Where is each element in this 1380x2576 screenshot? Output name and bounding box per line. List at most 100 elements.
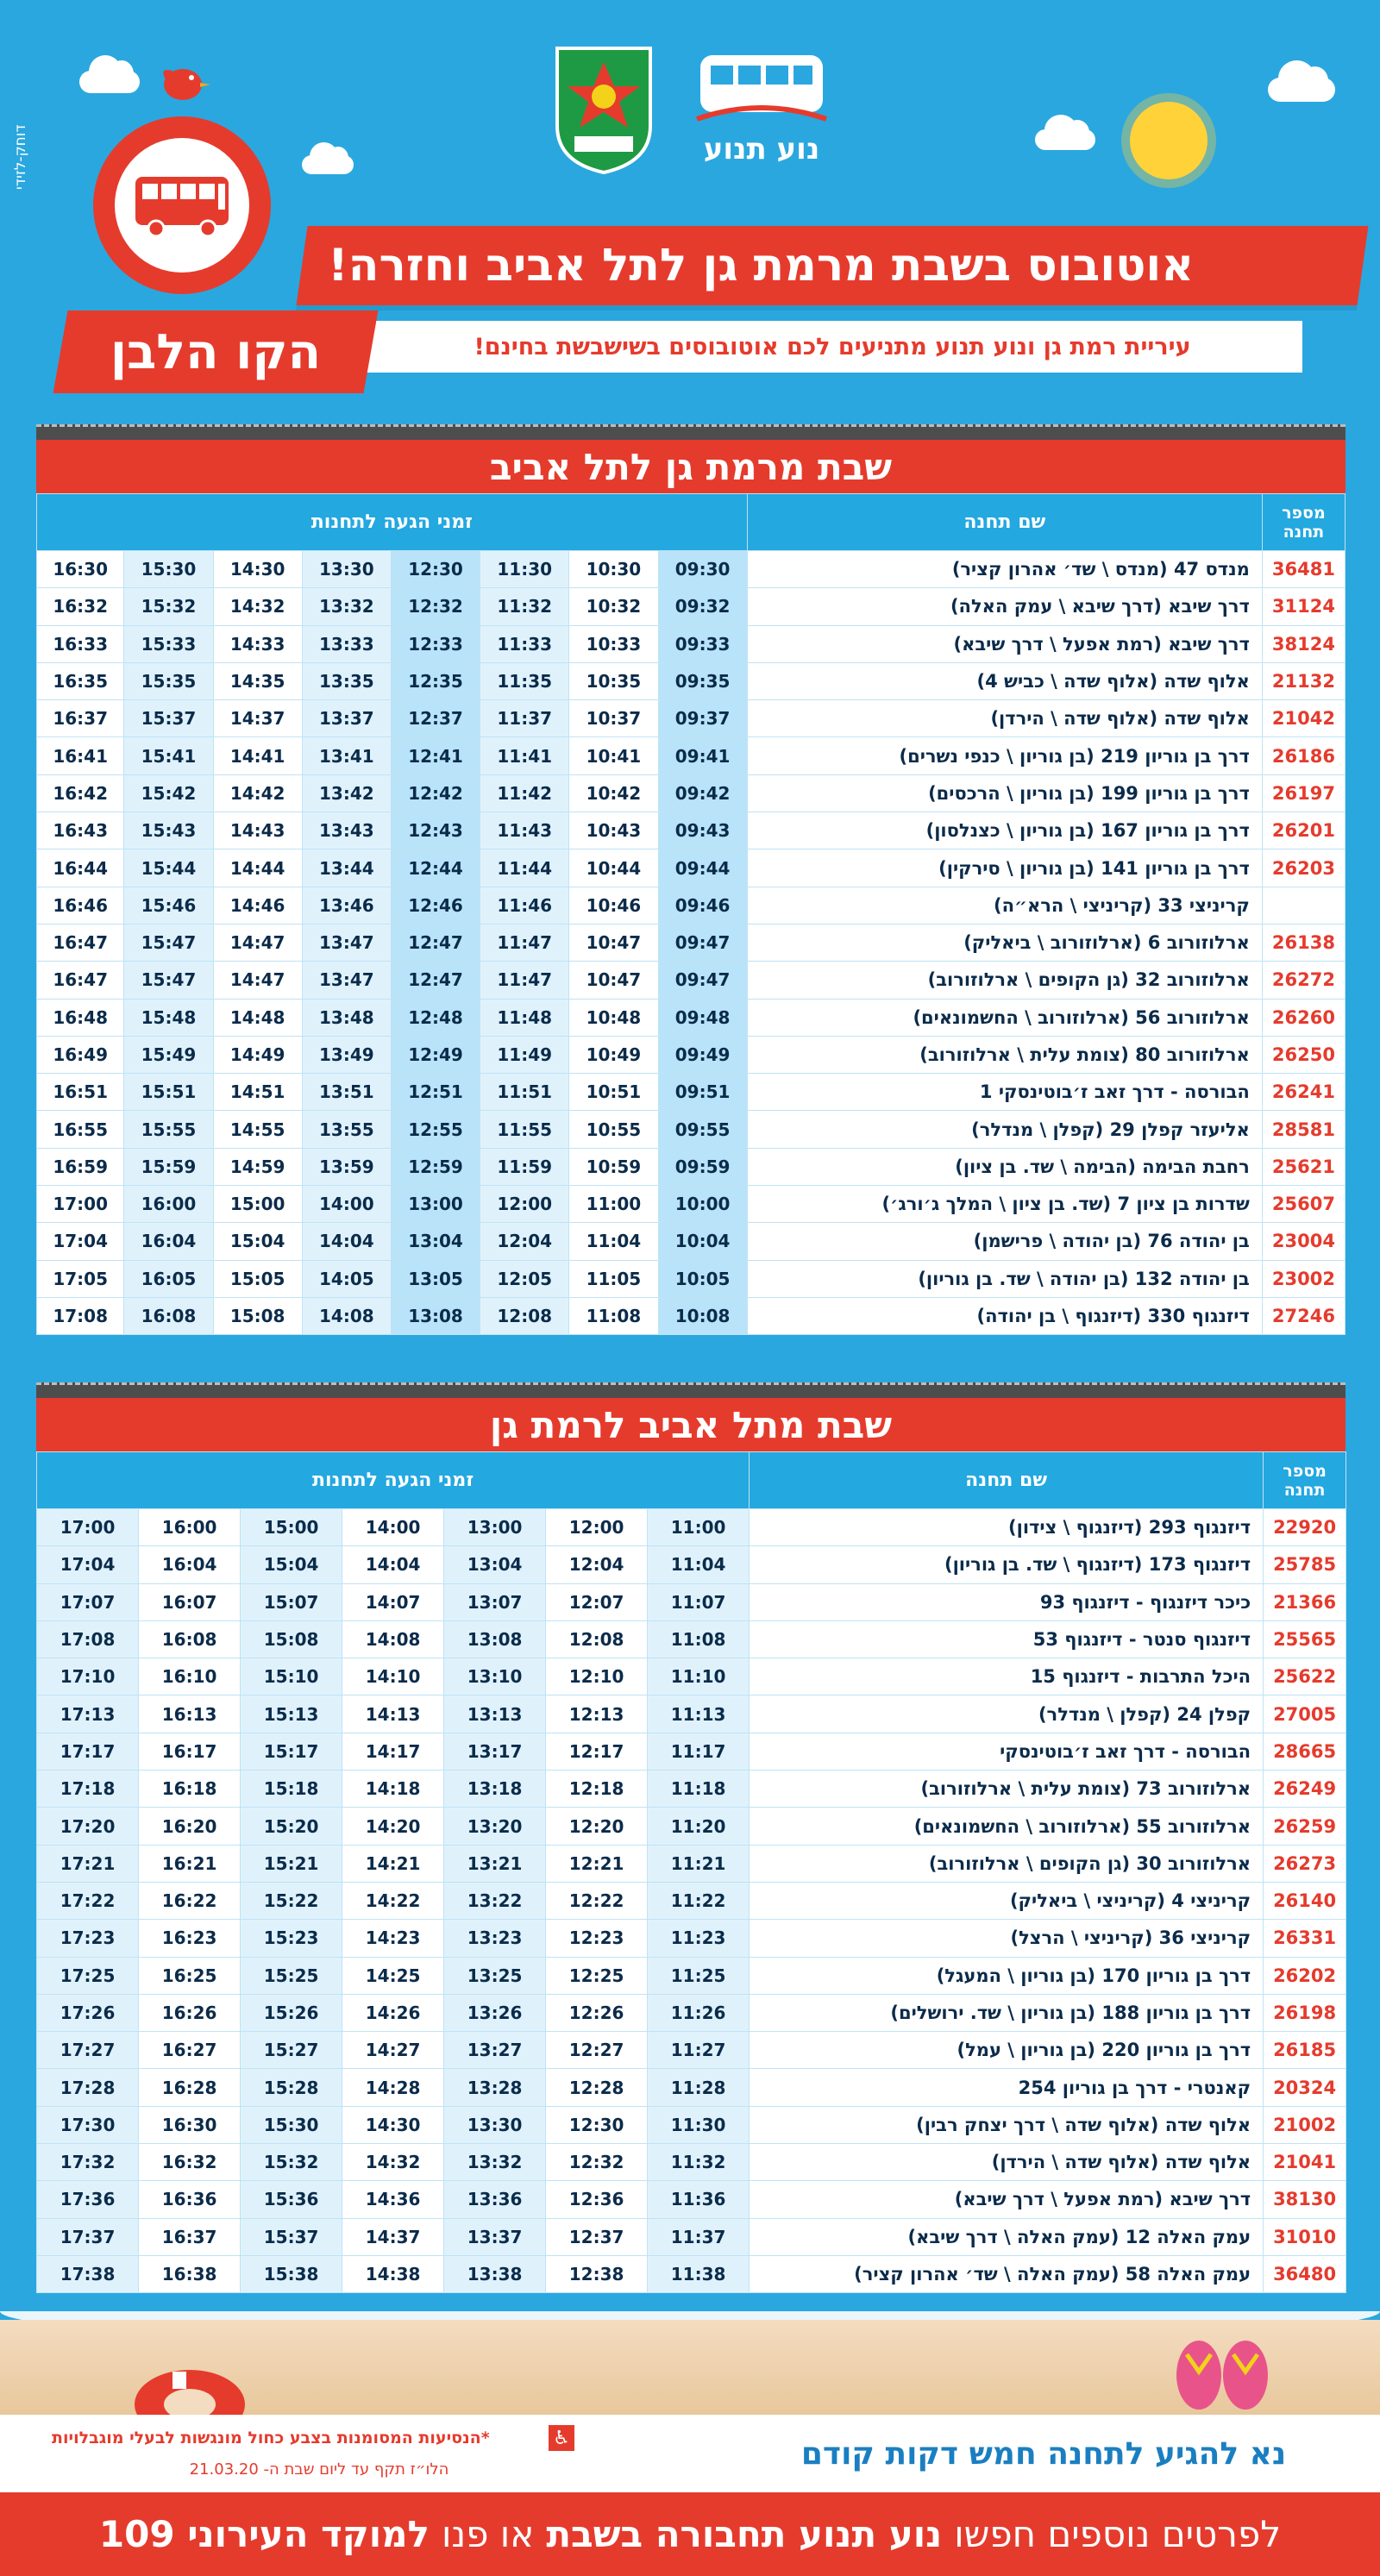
table-row: 26259 ארלוזורוב 55 (ארלוזורוב \ החשמונאים… <box>35 1807 1347 1846</box>
table-row: 27005 קפלן 24 (קפלן \ מנדלר) 11:13 12:13 13:… <box>35 1695 1347 1733</box>
station-number: 26198 <box>1263 1993 1347 2033</box>
arrival-time: 11:27 <box>647 2031 750 2070</box>
arrival-time: 14:05 <box>301 1259 392 1298</box>
arrival-time: 11:32 <box>647 2143 750 2182</box>
station-name: דרך שיבא (דרך שיבא \ עמק האלה) <box>746 587 1263 626</box>
table-row: 26273 ארלוזורוב 30 (גן הקופים \ ארלוזורוב… <box>35 1844 1347 1883</box>
arrival-time: 15:08 <box>212 1296 303 1336</box>
arrival-time: 14:51 <box>212 1073 303 1112</box>
arrival-time: 14:32 <box>342 2143 445 2182</box>
station-number: 23004 <box>1261 1222 1346 1261</box>
arrival-time: 16:04 <box>138 1545 242 1584</box>
column-header-times: זמני הגעה לתחנות <box>36 493 748 551</box>
arrival-time: 17:08 <box>35 1296 125 1336</box>
arrival-time: 17:08 <box>35 1620 140 1659</box>
arrival-time: 16:44 <box>35 849 125 887</box>
station-name: דרך בן גוריון 220 (בן גוריון \ עמל) <box>749 2031 1264 2070</box>
arrival-time: 09:33 <box>657 624 748 663</box>
arrival-time: 16:37 <box>138 2217 242 2256</box>
table-row: 36480 עמק האלה 58 (עמק האלה \ שד׳ אהרון ק… <box>35 2254 1347 2294</box>
arrival-time: 17:23 <box>35 1919 140 1958</box>
page-subtitle: עיריית רמת גן ונוע תנוע מתניעים לכם אוטו… <box>362 321 1302 373</box>
station-number: 20324 <box>1263 2068 1347 2107</box>
arrival-time: 11:47 <box>480 961 570 1000</box>
station-number: 26203 <box>1261 849 1346 887</box>
table-row: 26140 קריניצי 4 (קריניצי \ ביאליק) 11:22 12… <box>35 1881 1347 1921</box>
arrival-time: 16:38 <box>138 2254 242 2294</box>
arrival-time: 11:00 <box>647 1507 750 1547</box>
contact-bar: לפרטים נוספים חפשו נוע תנוע תחבורה בשבת … <box>0 2492 1380 2576</box>
arrival-time: 13:44 <box>301 849 392 887</box>
station-number: 26186 <box>1261 736 1346 775</box>
arrival-time: 14:35 <box>212 661 303 701</box>
arrival-time: 10:46 <box>568 886 659 924</box>
arrival-time: 10:30 <box>568 549 659 589</box>
arrival-time: 11:26 <box>647 1993 750 2033</box>
station-name: אלוף שדה (אלוף שדה \ הירדן) <box>746 699 1263 738</box>
table-row: 36481 מנדס 47 (מנדס \ שד׳ אהרון קציר) 09:3… <box>35 549 1346 589</box>
arrival-time: 11:21 <box>647 1844 750 1883</box>
station-number: 25621 <box>1261 1147 1346 1187</box>
station-name: ארלוזורוב 55 (ארלוזורוב \ החשמונאים) <box>749 1807 1264 1846</box>
arrival-time: 09:35 <box>657 661 748 701</box>
schedule-section-rg-to-ta: שבת מרמת גן לתל אביב מספר תחנה שם תחנה ז… <box>35 424 1346 1336</box>
arrival-time: 16:47 <box>35 923 125 962</box>
arrival-time: 13:25 <box>443 1956 547 1995</box>
arrival-time: 16:17 <box>138 1732 242 1771</box>
arrival-time: 13:37 <box>301 699 392 738</box>
arrival-time: 12:26 <box>545 1993 649 2033</box>
station-number: 21132 <box>1261 661 1346 701</box>
arrival-time: 13:21 <box>443 1844 547 1883</box>
arrival-time: 16:18 <box>138 1770 242 1808</box>
arrival-time: 14:28 <box>342 2068 445 2107</box>
arrival-time: 14:26 <box>342 1993 445 2033</box>
arrival-time: 12:30 <box>390 549 481 589</box>
arrival-time: 12:35 <box>390 661 481 701</box>
table-row: 26186 דרך בן גוריון 219 (בן גוריון \ כנפי… <box>35 736 1346 775</box>
arrival-time: 11:33 <box>480 624 570 663</box>
table-row: 25785 דיזנגוף 173 (דיזנגוף \ שד. בן גוריו… <box>35 1545 1347 1584</box>
table-row: 25565 דיזנגוף סנטר - דיזנגוף 53 11:08 12:08… <box>35 1620 1347 1659</box>
arrival-time: 17:32 <box>35 2143 140 2182</box>
cloud-icon <box>79 54 140 93</box>
arrival-time: 16:43 <box>35 812 125 850</box>
table-row: 26198 דרך בן גוריון 188 (בן גוריון \ שד. … <box>35 1993 1347 2033</box>
arrival-time: 16:27 <box>138 2031 242 2070</box>
arrival-time: 12:44 <box>390 849 481 887</box>
station-name: הבורסה - דרך זאב ז׳בוטינסקי <box>749 1732 1264 1771</box>
contact-prefix: לפרטים נוספים חפשו <box>954 2513 1282 2555</box>
arrival-time: 13:10 <box>443 1658 547 1696</box>
section-title: שבת מתל אביב לרמת גן <box>36 1398 1346 1451</box>
arrival-time: 11:47 <box>480 923 570 962</box>
arrival-time: 15:05 <box>212 1259 303 1298</box>
arrival-time: 13:04 <box>390 1222 481 1261</box>
station-number: 21042 <box>1261 699 1346 738</box>
arrival-time: 12:07 <box>545 1583 649 1621</box>
arrival-time: 11:42 <box>480 774 570 813</box>
station-number: 21366 <box>1263 1583 1347 1621</box>
arrival-time: 12:22 <box>545 1881 649 1921</box>
arrival-time: 16:10 <box>138 1658 242 1696</box>
station-number: 31010 <box>1263 2217 1347 2256</box>
arrival-time: 12:48 <box>390 998 481 1037</box>
arrival-time: 10:44 <box>568 849 659 887</box>
column-header-times: זמני הגעה לתחנות <box>35 1451 750 1509</box>
station-name: ארלוזורוב 80 (צומת עלית \ ארלוזורוב) <box>746 1035 1263 1075</box>
accessibility-note: *הנסיעות המסומנות בצבע כחול מונגשות לבעל… <box>52 2429 490 2448</box>
arrival-time: 14:32 <box>212 587 303 626</box>
arrival-time: 13:00 <box>443 1507 547 1547</box>
arrival-time: 15:26 <box>240 1993 343 2033</box>
arrival-time: 14:47 <box>212 961 303 1000</box>
station-number: 26331 <box>1263 1919 1347 1958</box>
arrival-time: 16:46 <box>35 886 125 924</box>
arrival-time: 15:00 <box>240 1507 343 1547</box>
arrival-time: 09:49 <box>657 1035 748 1075</box>
station-name: קריניצי 4 (קריניצי \ ביאליק) <box>749 1881 1264 1921</box>
arrival-time: 12:21 <box>545 1844 649 1883</box>
arrival-time: 13:37 <box>443 2217 547 2256</box>
arrival-time: 14:30 <box>212 549 303 589</box>
arrival-time: 13:13 <box>443 1695 547 1733</box>
arrival-time: 11:08 <box>647 1620 750 1659</box>
arrival-time: 11:36 <box>647 2180 750 2219</box>
bus-sign <box>93 116 271 294</box>
